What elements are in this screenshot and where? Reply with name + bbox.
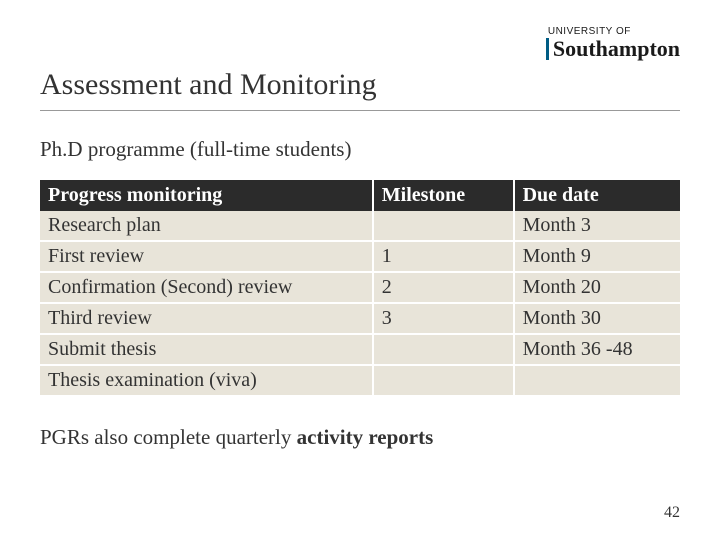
footnote-bold: activity reports	[297, 425, 434, 449]
cell-progress: First review	[40, 241, 373, 272]
cell-duedate: Month 3	[514, 211, 680, 241]
cell-milestone	[373, 334, 514, 365]
footnote-text: PGRs also complete quarterly	[40, 425, 297, 449]
cell-duedate: Month 36 -48	[514, 334, 680, 365]
cell-duedate	[514, 365, 680, 396]
cell-duedate: Month 30	[514, 303, 680, 334]
cell-progress: Submit thesis	[40, 334, 373, 365]
table-row: Thesis examination (viva)	[40, 365, 680, 396]
col-header-milestone: Milestone	[373, 180, 514, 211]
title-divider	[40, 110, 680, 111]
cell-milestone: 3	[373, 303, 514, 334]
table-row: Submit thesis Month 36 -48	[40, 334, 680, 365]
table-header-row: Progress monitoring Milestone Due date	[40, 180, 680, 211]
page-title: Assessment and Monitoring	[40, 68, 680, 102]
table-row: Research plan Month 3	[40, 211, 680, 241]
page-number: 42	[664, 504, 680, 522]
table-row: First review 1 Month 9	[40, 241, 680, 272]
slide: UNIVERSITY OF Southampton Assessment and…	[0, 0, 720, 540]
table-row: Confirmation (Second) review 2 Month 20	[40, 272, 680, 303]
cell-duedate: Month 20	[514, 272, 680, 303]
milestone-table: Progress monitoring Milestone Due date R…	[40, 180, 680, 397]
cell-progress: Confirmation (Second) review	[40, 272, 373, 303]
footnote: PGRs also complete quarterly activity re…	[40, 425, 680, 450]
cell-progress: Thesis examination (viva)	[40, 365, 373, 396]
cell-duedate: Month 9	[514, 241, 680, 272]
subtitle: Ph.D programme (full-time students)	[40, 137, 680, 162]
cell-milestone: 1	[373, 241, 514, 272]
col-header-duedate: Due date	[514, 180, 680, 211]
cell-progress: Third review	[40, 303, 373, 334]
cell-milestone	[373, 365, 514, 396]
col-header-progress: Progress monitoring	[40, 180, 373, 211]
cell-milestone	[373, 211, 514, 241]
logo-text-line2: Southampton	[546, 38, 680, 60]
cell-milestone: 2	[373, 272, 514, 303]
university-logo: UNIVERSITY OF Southampton	[546, 26, 680, 60]
cell-progress: Research plan	[40, 211, 373, 241]
table-row: Third review 3 Month 30	[40, 303, 680, 334]
